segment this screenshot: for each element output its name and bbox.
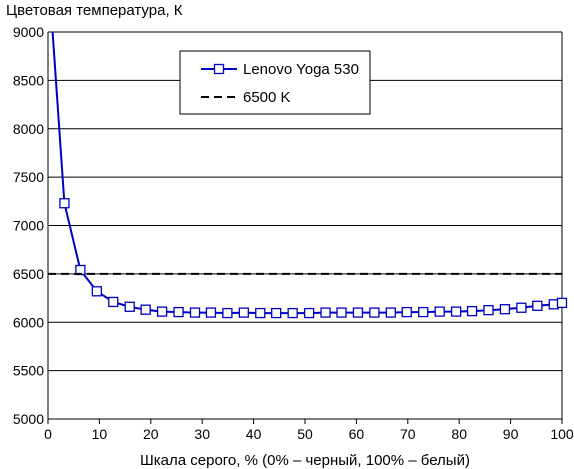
- data-point: [271, 307, 282, 319]
- data-point: [352, 307, 364, 318]
- x-tick-label: 50: [297, 426, 313, 442]
- data-point: [189, 307, 201, 318]
- x-tick-label: 60: [349, 426, 365, 442]
- data-point: [483, 305, 494, 316]
- y-tick-labels: 5000 5500 6000 6500 7000 7500 8000 8500 9000: [13, 24, 44, 427]
- data-point: [91, 286, 102, 297]
- y-tick-label: 7500: [13, 169, 44, 185]
- series: [48, 31, 568, 319]
- legend-label-series-2: 6500 K: [243, 89, 291, 106]
- x-tick-labels: 0 10 20 30 40 50 60 70 80 90 100: [44, 426, 574, 442]
- data-point: [108, 296, 119, 308]
- x-tick-label: 0: [44, 426, 52, 442]
- x-tick-label: 90: [503, 426, 519, 442]
- data-point: [336, 307, 347, 318]
- x-tick-label: 10: [92, 426, 108, 442]
- y-tick-label: 5000: [13, 411, 44, 427]
- legend-label-series-1: Lenovo Yoga 530: [243, 61, 359, 78]
- legend: Lenovo Yoga 530 6500 K: [179, 50, 371, 115]
- x-tick-label: 30: [194, 426, 210, 442]
- legend-box: [179, 50, 371, 115]
- data-point: [418, 306, 429, 318]
- data-point: [140, 304, 151, 315]
- data-point: [287, 307, 298, 319]
- y-tick-label: 7000: [13, 218, 44, 234]
- y-tick-label: 8500: [13, 72, 44, 88]
- data-point: [466, 305, 478, 317]
- y-tick-label: 6500: [13, 266, 44, 282]
- x-tick-label: 100: [550, 426, 574, 442]
- axes: [47, 32, 563, 424]
- data-point: [222, 307, 233, 319]
- data-point: [401, 306, 412, 318]
- x-tick-label: 20: [143, 426, 159, 442]
- y-tick-label: 5500: [13, 363, 44, 379]
- data-point: [385, 307, 396, 318]
- x-axis-title: Шкала серого, % (0% – черный, 100% – бел…: [140, 452, 470, 469]
- data-point: [238, 307, 249, 318]
- data-point: [499, 304, 511, 315]
- data-point: [124, 301, 135, 312]
- data-point: [556, 297, 568, 309]
- data-point: [303, 307, 315, 319]
- legend-marker-series-1: [213, 63, 225, 75]
- data-point: [320, 307, 331, 318]
- y-tick-label: 6000: [13, 314, 44, 330]
- data-point: [434, 306, 445, 317]
- data-point: [255, 307, 266, 319]
- data-point: [369, 307, 380, 318]
- data-point: [59, 198, 70, 209]
- y-tick-label: 9000: [13, 24, 44, 40]
- y-axis-title: Цветовая температура, К: [6, 2, 183, 19]
- data-point: [173, 306, 184, 318]
- data-point: [205, 307, 217, 318]
- x-tick-label: 70: [400, 426, 416, 442]
- data-point: [156, 306, 168, 317]
- x-tick-label: 40: [246, 426, 262, 442]
- y-tick-label: 8000: [13, 121, 44, 137]
- data-point: [516, 302, 527, 313]
- x-tick-label: 80: [451, 426, 467, 442]
- data-point: [450, 306, 462, 317]
- data-point: [532, 300, 543, 311]
